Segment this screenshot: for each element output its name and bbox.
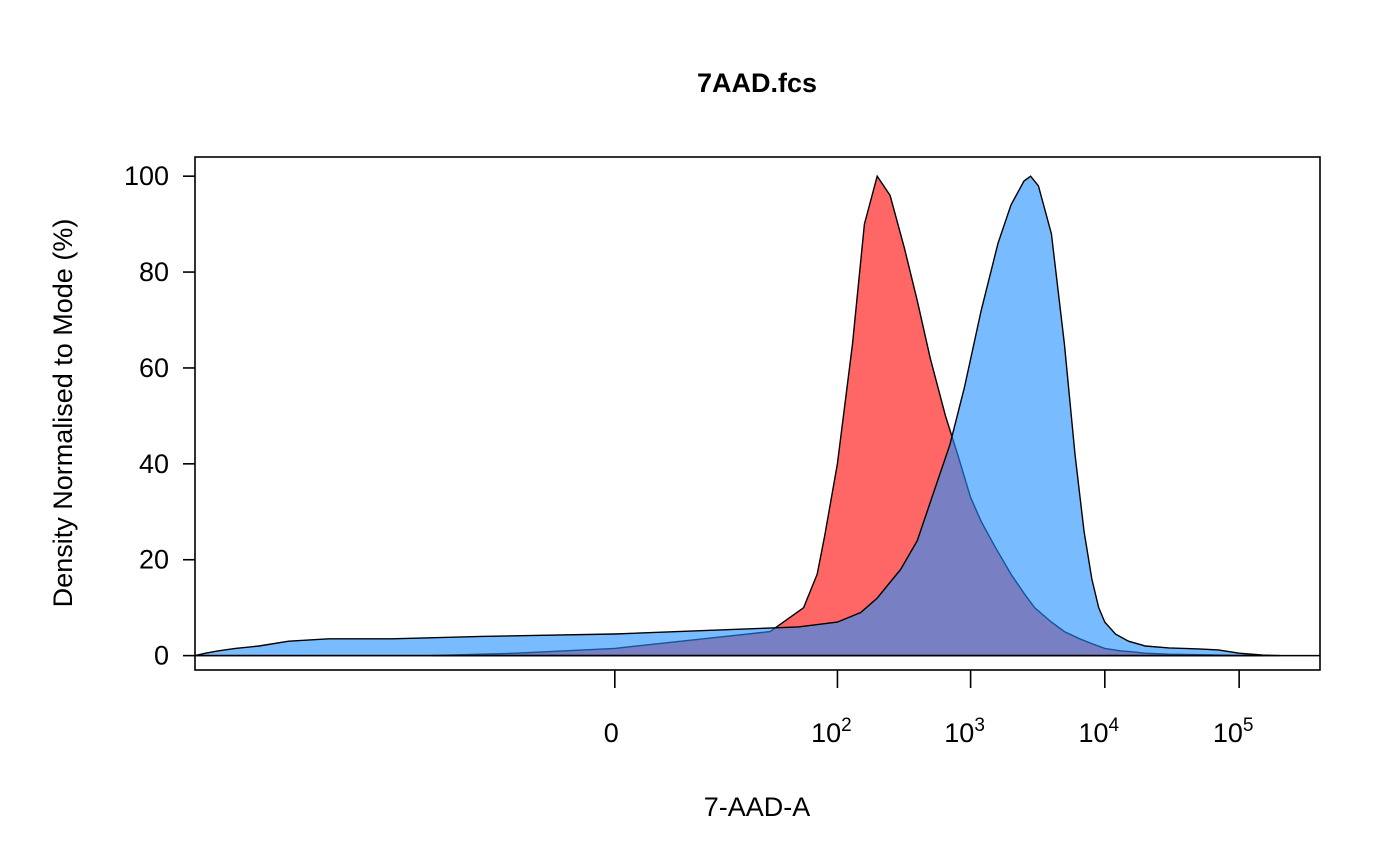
- x-tick-label: 105: [1213, 715, 1254, 748]
- x-tick-label: 0: [604, 718, 619, 748]
- x-tick-label: 102: [811, 715, 852, 748]
- x-axis-label: 7-AAD-A: [704, 792, 811, 822]
- y-tick-label: 40: [139, 449, 169, 479]
- plot-frame: [194, 156, 1321, 671]
- x-tick-label: 103: [944, 715, 985, 748]
- x-axis: 0 102 103 104 105: [604, 670, 1254, 748]
- y-tick-label: 80: [139, 257, 169, 287]
- y-axis-label: Density Normalised to Mode (%): [48, 219, 78, 608]
- x-tick-label: 104: [1079, 715, 1120, 748]
- y-tick-label: 60: [139, 353, 169, 383]
- density-area-series-2: [194, 175, 1280, 657]
- y-axis: 0 20 40 60 80 100: [124, 161, 195, 671]
- density-area-series-1: [431, 174, 1263, 657]
- chart-title: 7AAD.fcs: [697, 68, 817, 98]
- y-tick-label: 20: [139, 545, 169, 575]
- y-tick-label: 100: [124, 161, 169, 191]
- y-tick-label: 0: [154, 641, 169, 671]
- series-layer: [194, 174, 1280, 657]
